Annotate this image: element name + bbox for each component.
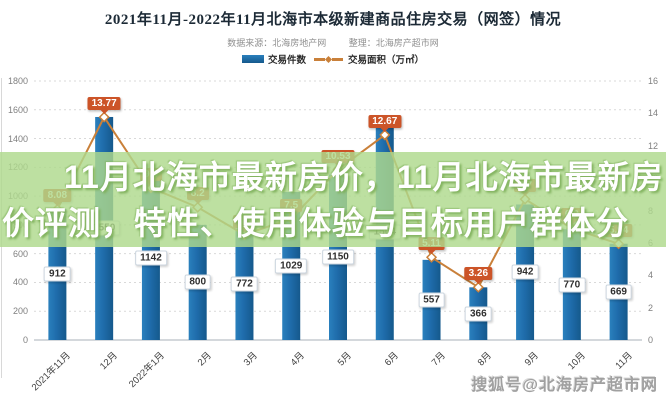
left-axis-tick: 1800 (7, 76, 28, 86)
chart-title: 2021年11月-2022年11月北海市本级新建商品住房交易（网签）情况 (104, 12, 562, 28)
editor-label: 整理：北海房产超市网 (348, 38, 439, 48)
left-axis-tick: 600 (12, 248, 28, 259)
line-value-label: 13.77 (87, 97, 121, 115)
right-axis-tick: 4 (648, 270, 654, 281)
bar-value-label: 557 (418, 292, 445, 308)
headline-overlay: 11月北海市最新房价，11月北海市最新房价评测，特性、使用体验与目标用户群体分 (0, 152, 666, 247)
bar-value-label: 770 (558, 277, 586, 293)
right-axis-tick: 2 (648, 302, 654, 313)
left-axis-tick: 1400 (7, 133, 28, 144)
bar-value-label: 772 (231, 276, 258, 292)
left-axis-tick: 1600 (7, 104, 28, 115)
bar-value-label: 1150 (322, 249, 354, 265)
bar-value-label: 942 (511, 264, 539, 280)
right-axis-tick: 12 (648, 140, 659, 151)
line-point-marker (98, 111, 110, 123)
bar-value-label: 1142 (135, 250, 167, 266)
right-axis-tick: 0 (648, 335, 654, 345)
data-source-label: 数据来源：北海房地产网 (227, 38, 327, 48)
line-point-marker (425, 251, 438, 263)
line-value-label: 3.26 (464, 267, 493, 285)
watermark: 搜狐号@北海房产超市网 (471, 377, 658, 394)
legend-item-bars: 交易件数 (241, 52, 306, 66)
right-axis-tick: 14 (648, 108, 659, 119)
left-axis-tick: 0 (22, 335, 28, 345)
left-axis-tick: 200 (12, 306, 28, 317)
left-axis-tick: 400 (12, 277, 28, 288)
line-point-marker (472, 281, 484, 293)
bar-value-label: 1029 (275, 258, 308, 274)
line-value-label: 12.67 (368, 114, 402, 132)
legend-line-label: 交易面积（万㎡） (348, 55, 425, 66)
bar-value-label: 669 (605, 284, 632, 300)
bar-value-label: 912 (44, 266, 71, 282)
line-point-marker (379, 129, 391, 141)
line-series-swatch-icon (314, 55, 344, 63)
bar-value-label: 366 (464, 306, 492, 322)
legend: 交易件数 交易面积（万㎡） (0, 52, 666, 66)
bar-series-swatch-icon (241, 55, 264, 63)
legend-item-line: 交易面积（万㎡） (314, 52, 424, 66)
legend-bar-label: 交易件数 (267, 55, 306, 66)
right-axis-tick: 16 (648, 76, 659, 86)
bar-value-label: 800 (184, 274, 212, 290)
headline-text: 11月北海市最新房价，11月北海市最新房价评测，特性、使用体验与目标用户群体分 (2, 159, 664, 241)
chart-source-line: 数据来源：北海房地产网 整理：北海房产超市网 (0, 36, 666, 49)
